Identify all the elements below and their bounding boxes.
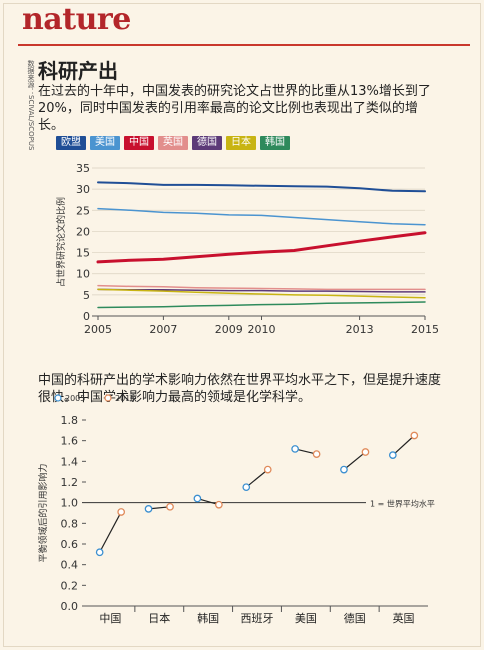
dot-2015-0 <box>117 508 126 516</box>
dot-2005-5 <box>340 465 348 474</box>
dot-2015-6 <box>410 431 419 440</box>
line-chart-legend: 欧盟 美国 中国 英国 德国 日本 韩国 <box>56 136 290 150</box>
reference-line-label: 1 = 世界平均水平 <box>370 499 435 509</box>
y-tick-label-0: 0 <box>83 310 90 323</box>
series-line-3 <box>97 284 426 291</box>
y-axis-label: 占世界研究论文的比例 <box>55 197 67 287</box>
legend-chip-2: 中国 <box>124 136 154 150</box>
category-label-5: 德国 <box>344 611 366 625</box>
y2-tick-label-1: 0.2 <box>61 579 79 592</box>
category-label-4: 美国 <box>295 612 317 625</box>
legend-chip-0: 欧盟 <box>56 136 86 150</box>
dot-2005-2 <box>193 494 202 503</box>
intro-text: 在过去的十年中，中国发表的研究论文占世界的比重从13%增长到了20%，同时中国发… <box>38 84 431 133</box>
y2-tick-label-5: 1.0 <box>61 497 79 510</box>
legend-marker-1 <box>104 394 112 402</box>
y-tick-label-7: 35 <box>76 162 90 175</box>
legend-chip-4: 德国 <box>192 136 222 150</box>
source-note: 数据来源：SCIVAL/SCOPUS <box>27 60 35 151</box>
legend-chip-5: 日本 <box>226 136 256 150</box>
category-label-1: 日本 <box>148 611 170 625</box>
legend-chip-3: 英国 <box>158 136 188 150</box>
legend-marker-0 <box>54 394 62 402</box>
dot-2005-6 <box>388 451 397 459</box>
series-line-6 <box>97 301 426 309</box>
sub-intro-text: 中国的科研产出的学术影响力依然在世界平均水平之下，但是提升速度很快。中国学术影响… <box>38 373 442 405</box>
page-frame <box>3 3 481 647</box>
y2-tick-label-8: 1.6 <box>61 435 79 448</box>
y-tick-label-3: 15 <box>76 247 90 260</box>
x-tick-label-3: 2010 <box>248 323 276 336</box>
legend-chip-6: 韩国 <box>260 136 290 150</box>
y2-tick-label-3: 0.6 <box>61 538 79 551</box>
dot-2015-4 <box>312 450 321 458</box>
series-line-4 <box>97 288 426 293</box>
x-tick-label-5: 2015 <box>411 323 439 336</box>
series-line-1 <box>97 207 426 226</box>
series-line-2 <box>96 231 427 264</box>
y2-axis-label: 平衡领域后的引用影响力 <box>37 463 49 562</box>
y-tick-label-1: 5 <box>83 289 90 302</box>
legend-chip-1: 美国 <box>90 136 120 150</box>
dot-2005-3 <box>242 483 251 492</box>
category-label-3: 西班牙 <box>241 612 274 625</box>
y2-tick-label-6: 1.2 <box>61 476 79 489</box>
x-tick-label-4: 2013 <box>346 323 374 336</box>
category-label-2: 韩国 <box>197 611 219 625</box>
y2-tick-label-0: 0.0 <box>61 600 79 613</box>
y-tick-label-5: 25 <box>76 204 90 217</box>
series-line-5 <box>97 288 426 299</box>
y-tick-label-4: 20 <box>76 225 90 238</box>
dot-2005-1 <box>144 505 153 513</box>
change-connector-6 <box>392 435 415 456</box>
change-connector-0 <box>99 511 122 553</box>
y2-tick-label-4: 0.8 <box>61 517 79 530</box>
dot-2005-0 <box>95 548 104 557</box>
category-label-0: 中国 <box>99 612 121 625</box>
brand-rule <box>18 44 470 46</box>
x-tick-label-2: 2009 <box>215 323 243 336</box>
x-tick-label-1: 2007 <box>149 323 177 336</box>
section-title: 科研产出 <box>38 59 118 83</box>
category-label-6: 英国 <box>393 611 415 625</box>
dot-2015-1 <box>166 502 174 511</box>
y2-tick-label-2: 0.4 <box>61 559 79 572</box>
dot-2005-4 <box>291 445 299 453</box>
series-line-0 <box>97 181 426 193</box>
x-tick-label-0: 2005 <box>84 323 112 336</box>
legend-label-1: 2015 <box>115 394 135 403</box>
y2-tick-label-7: 1.4 <box>61 455 79 468</box>
change-connector-5 <box>343 451 366 471</box>
y2-tick-label-9: 1.8 <box>61 414 79 427</box>
dot-2015-2 <box>215 500 223 509</box>
change-connector-3 <box>245 469 269 488</box>
legend-label-0: 2005 <box>65 394 85 403</box>
brand-logo: nature <box>22 2 131 37</box>
dot-2015-5 <box>361 448 370 456</box>
y-tick-label-6: 30 <box>76 183 90 196</box>
dot-2015-3 <box>263 465 272 474</box>
y-tick-label-2: 10 <box>76 268 90 281</box>
